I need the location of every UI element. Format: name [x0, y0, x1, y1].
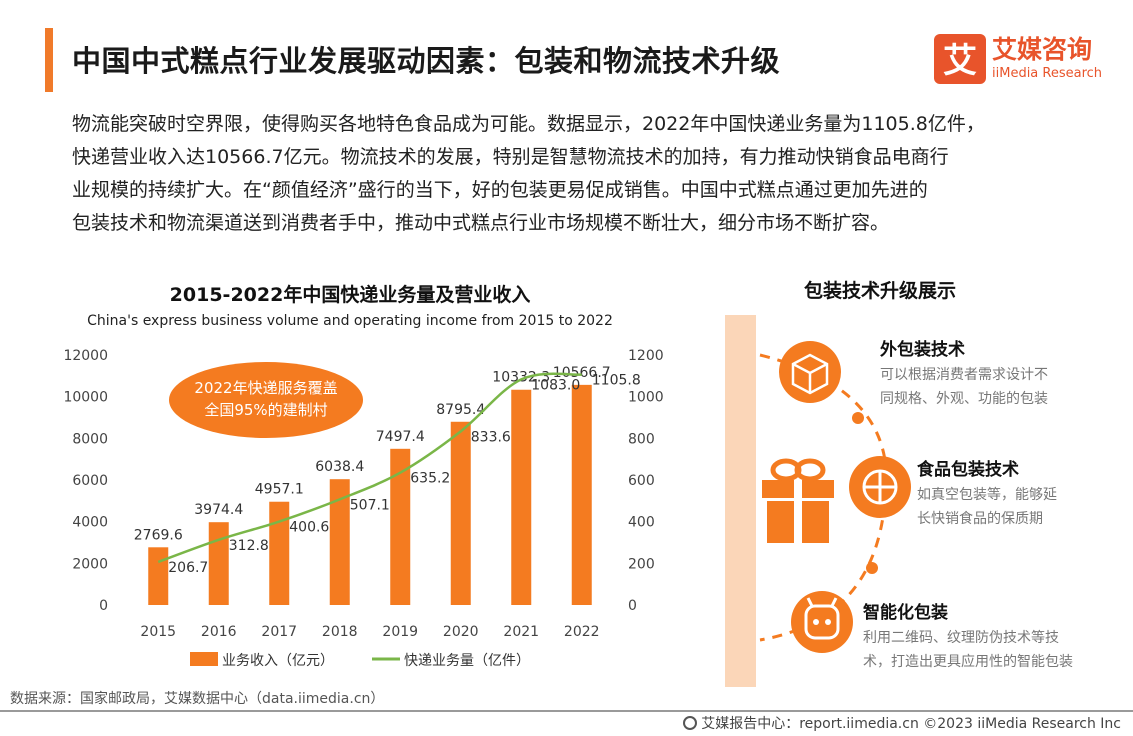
footer-divider	[0, 710, 1133, 712]
data-source: 数据来源：国家邮政局，艾媒数据中心（data.iimedia.cn）	[10, 691, 385, 707]
line-value-label: 635.2	[410, 471, 450, 487]
intro-line: 快递营业收入达10566.7亿元。物流技术的发展，特别是智慧物流技术的加持，有力…	[72, 146, 949, 168]
vacuum-icon	[849, 456, 911, 518]
intro-line: 业规模的持续扩大。在“颜值经济”盛行的当下，好的包装更易促成销售。中国中式糕点通…	[72, 179, 928, 201]
y-right-tick-label: 1000	[628, 390, 664, 406]
y-left-tick-label: 12000	[63, 348, 108, 364]
line-value-label: 833.6	[471, 429, 511, 445]
y-left-tick-label: 6000	[72, 473, 108, 489]
line-value-label: 1083.0	[531, 377, 580, 393]
intro-line: 物流能突破时空界限，使得购买各地特色食品成为可能。数据显示，2022年中国快递业…	[72, 113, 985, 135]
y-right-tick-label: 400	[628, 515, 655, 531]
bar-value-label: 3974.4	[194, 502, 243, 518]
intro-paragraph: 物流能突破时空界限，使得购买各地特色食品成为可能。数据显示，2022年中国快递业…	[72, 108, 1087, 240]
x-tick-label: 2022	[564, 624, 600, 640]
bar	[390, 448, 411, 605]
item-desc-food-packaging: 如真空包装等，能够延 长快销食品的保质期	[917, 487, 1057, 527]
logo-text-cn: 艾媒咨询	[992, 35, 1093, 64]
line-value-label: 312.8	[229, 538, 269, 554]
x-tick-label: 2021	[503, 624, 539, 640]
bar-value-label: 2769.6	[134, 527, 183, 543]
decor-vertical-bar	[725, 315, 756, 687]
smart-icon	[791, 591, 853, 653]
y-left-tick-label: 4000	[72, 515, 108, 531]
globe-icon	[683, 716, 698, 730]
logo-text-en: iiMedia Research	[992, 66, 1103, 81]
y-left-tick-label: 2000	[72, 556, 108, 572]
brand-logo: 艾 艾媒咨询 iiMedia Research	[934, 30, 1119, 86]
annotation-text: 2022年快递服务覆盖	[194, 379, 337, 397]
y-right-tick-label: 200	[628, 556, 655, 572]
item-title-food-packaging: 食品包装技术	[917, 460, 1019, 480]
legend-label-bar: 业务收入（亿元）	[222, 653, 334, 669]
annotation-text: 全国95%的建制村	[204, 401, 327, 419]
bar-value-label: 10566.7	[553, 365, 611, 381]
intro-line: 包装技术和物流渠道送到消费者手中，推动中式糕点行业市场规模不断壮大，细分市场不断…	[72, 212, 890, 234]
packaging-illustration	[759, 341, 911, 653]
bar-value-label: 6038.4	[315, 459, 364, 475]
line-value-label: 400.6	[289, 520, 329, 536]
annotation-bubble	[169, 362, 363, 438]
legend-label-line: 快递业务量（亿件）	[404, 653, 530, 669]
item-title-smart-packaging: 智能化包装	[863, 603, 948, 623]
title-accent-bar	[45, 28, 53, 92]
bar	[571, 384, 592, 605]
chart-title: 2015-2022年中国快递业务量及营业收入	[169, 284, 531, 306]
y-right-tick-label: 0	[628, 598, 637, 614]
line-series	[157, 372, 582, 564]
item-desc-smart-packaging: 利用二维码、纹理防伪技术等技 术，打造出更具应用性的智能包装	[863, 630, 1073, 670]
y-right-tick-label: 1200	[628, 348, 664, 364]
page-title: 中国中式糕点行业发展驱动因素：包装和物流技术升级	[72, 44, 781, 78]
bar	[511, 389, 532, 605]
footer-site-text: 艾媒报告中心：report.iimedia.cn ©2023 iiMedia R…	[701, 716, 1121, 732]
express-chart: 0 2000 4000 6000 8000 10000 12000 0 200 400 600 800…	[63, 348, 664, 669]
item-title-outer-packaging: 外包装技术	[880, 340, 965, 360]
x-tick-label: 2015	[140, 624, 176, 640]
bar	[269, 501, 290, 605]
y-left-tick-label: 0	[99, 598, 108, 614]
x-tick-label: 2016	[201, 624, 237, 640]
svg-text:艾: 艾	[943, 41, 977, 81]
footer-site: 艾媒报告中心：report.iimedia.cn ©2023 iiMedia R…	[683, 713, 1121, 733]
bar-value-label: 7497.4	[376, 429, 425, 445]
y-right-tick-label: 600	[628, 473, 655, 489]
bar	[208, 522, 229, 605]
y-left-tick-label: 10000	[63, 390, 108, 406]
box-icon	[779, 341, 841, 403]
logo-mark: 艾	[934, 34, 986, 84]
x-tick-label: 2018	[322, 624, 358, 640]
bar	[329, 479, 350, 605]
gift-icon	[762, 458, 834, 543]
bar-value-label: 4957.1	[255, 482, 304, 498]
x-tick-label: 2019	[382, 624, 418, 640]
bar-value-label: 10332.3	[492, 370, 550, 386]
chart-subtitle: China's express business volume and oper…	[87, 313, 613, 329]
bar	[148, 547, 169, 605]
line-value-label: 507.1	[350, 497, 390, 513]
arc-dot	[866, 562, 878, 574]
x-tick-label: 2020	[443, 624, 479, 640]
bar-value-label: 8795.4	[436, 402, 485, 418]
item-desc-outer-packaging: 可以根据消费者需求设计不 同规格、外观、功能的包装	[880, 367, 1048, 407]
line-value-label: 1105.8	[592, 373, 641, 389]
bar	[450, 421, 471, 605]
line-value-label: 206.7	[168, 560, 208, 576]
packaging-title: 包装技术升级展示	[803, 280, 956, 302]
legend-swatch-bar	[190, 652, 218, 666]
y-left-tick-label: 8000	[72, 431, 108, 447]
arc-dot	[852, 412, 864, 424]
y-right-tick-label: 800	[628, 431, 655, 447]
x-tick-label: 2017	[261, 624, 297, 640]
